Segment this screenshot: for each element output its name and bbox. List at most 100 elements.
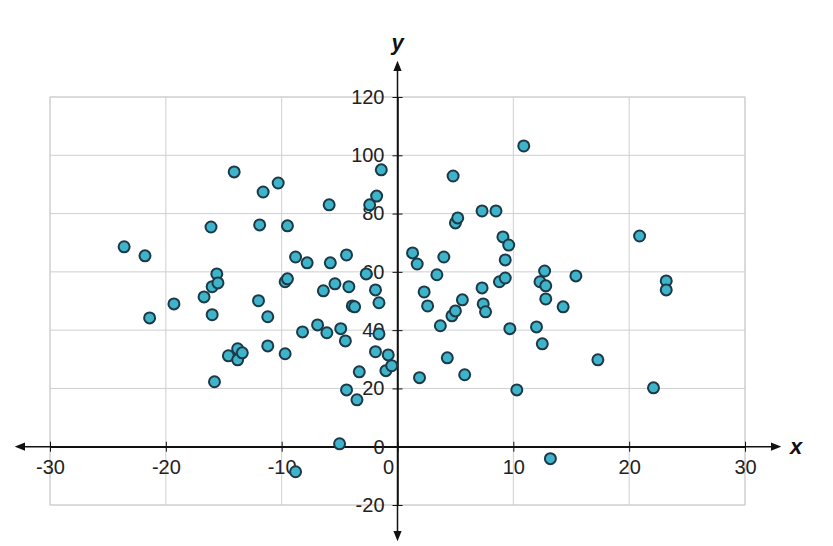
point xyxy=(329,278,340,289)
y-tick-mark xyxy=(393,272,403,273)
point xyxy=(373,328,384,339)
y-axis: -20020406080100120 xyxy=(351,86,402,516)
x-tick: -20 xyxy=(152,442,181,478)
point xyxy=(558,301,569,312)
y-tick-mark xyxy=(393,214,403,215)
point xyxy=(383,349,394,360)
x-axis: -30-20-100102030 xyxy=(36,442,757,478)
point xyxy=(539,265,550,276)
point xyxy=(545,453,556,464)
point xyxy=(376,164,387,175)
point xyxy=(435,320,446,331)
x-tick-label: 30 xyxy=(734,456,756,478)
point xyxy=(504,323,515,334)
y-tick-mark xyxy=(393,388,403,389)
point xyxy=(139,250,150,261)
point xyxy=(459,369,470,380)
x-tick-label: -20 xyxy=(152,456,181,478)
point xyxy=(119,241,130,252)
y-tick: 40 xyxy=(362,319,402,341)
y-tick: 0 xyxy=(373,436,402,458)
point xyxy=(351,394,362,405)
point xyxy=(324,199,335,210)
y-tick-mark xyxy=(393,505,403,506)
point xyxy=(373,297,384,308)
point xyxy=(335,323,346,334)
y-tick: 20 xyxy=(362,377,402,399)
x-axis-title: x xyxy=(789,434,803,459)
x-tick-label: 0 xyxy=(383,456,394,478)
point xyxy=(531,321,542,332)
point xyxy=(477,282,488,293)
point xyxy=(318,285,329,296)
point xyxy=(407,247,418,258)
point xyxy=(199,291,210,302)
y-axis-title: y xyxy=(390,30,405,55)
point xyxy=(253,295,264,306)
point xyxy=(477,205,488,216)
point xyxy=(490,205,501,216)
point xyxy=(302,257,313,268)
x-tick-mark xyxy=(629,442,630,452)
x-tick-label: 10 xyxy=(503,456,525,478)
point xyxy=(262,340,273,351)
point xyxy=(144,312,155,323)
point xyxy=(341,249,352,260)
point xyxy=(412,258,423,269)
point xyxy=(503,240,514,251)
point xyxy=(634,231,645,242)
x-tick-mark xyxy=(513,442,514,452)
point xyxy=(431,269,442,280)
point xyxy=(312,319,323,330)
y-tick: -20 xyxy=(356,494,403,516)
y-tick-mark xyxy=(393,155,403,156)
point xyxy=(168,298,179,309)
point xyxy=(438,251,449,262)
point xyxy=(386,360,397,371)
point xyxy=(343,281,354,292)
point xyxy=(341,384,352,395)
y-tick-label: 20 xyxy=(362,377,384,399)
chart: -30-20-100102030-20020406080100120xy xyxy=(0,0,833,546)
point xyxy=(540,293,551,304)
x-tick-label: 20 xyxy=(619,456,641,478)
point xyxy=(448,170,459,181)
point xyxy=(450,305,461,316)
point xyxy=(592,354,603,365)
point xyxy=(648,382,659,393)
point xyxy=(370,346,381,357)
y-axis-arrow xyxy=(397,66,399,536)
y-tick-mark xyxy=(393,330,403,331)
point xyxy=(258,187,269,198)
point xyxy=(414,372,425,383)
point xyxy=(518,140,529,151)
grid-line xyxy=(513,97,514,505)
y-tick-mark xyxy=(393,97,403,98)
grid-line xyxy=(165,97,166,505)
point xyxy=(419,286,430,297)
points xyxy=(119,140,672,477)
y-tick-label: 120 xyxy=(351,86,384,108)
point xyxy=(500,272,511,283)
y-tick-label: 100 xyxy=(351,144,384,166)
point xyxy=(442,352,453,363)
point xyxy=(273,177,284,188)
point xyxy=(282,273,293,284)
point xyxy=(354,366,365,377)
x-tick-mark xyxy=(50,442,51,452)
point xyxy=(500,254,511,265)
plot-frame xyxy=(50,97,745,505)
y-tick-label: 0 xyxy=(373,436,384,458)
point xyxy=(290,251,301,262)
point xyxy=(537,338,548,349)
y-tick: 120 xyxy=(351,86,402,108)
point xyxy=(361,268,372,279)
point xyxy=(325,257,336,268)
point xyxy=(262,311,273,322)
point xyxy=(206,221,217,232)
point xyxy=(480,306,491,317)
point xyxy=(280,348,291,359)
point xyxy=(457,294,468,305)
point xyxy=(209,376,220,387)
y-tick-mark xyxy=(393,447,403,448)
